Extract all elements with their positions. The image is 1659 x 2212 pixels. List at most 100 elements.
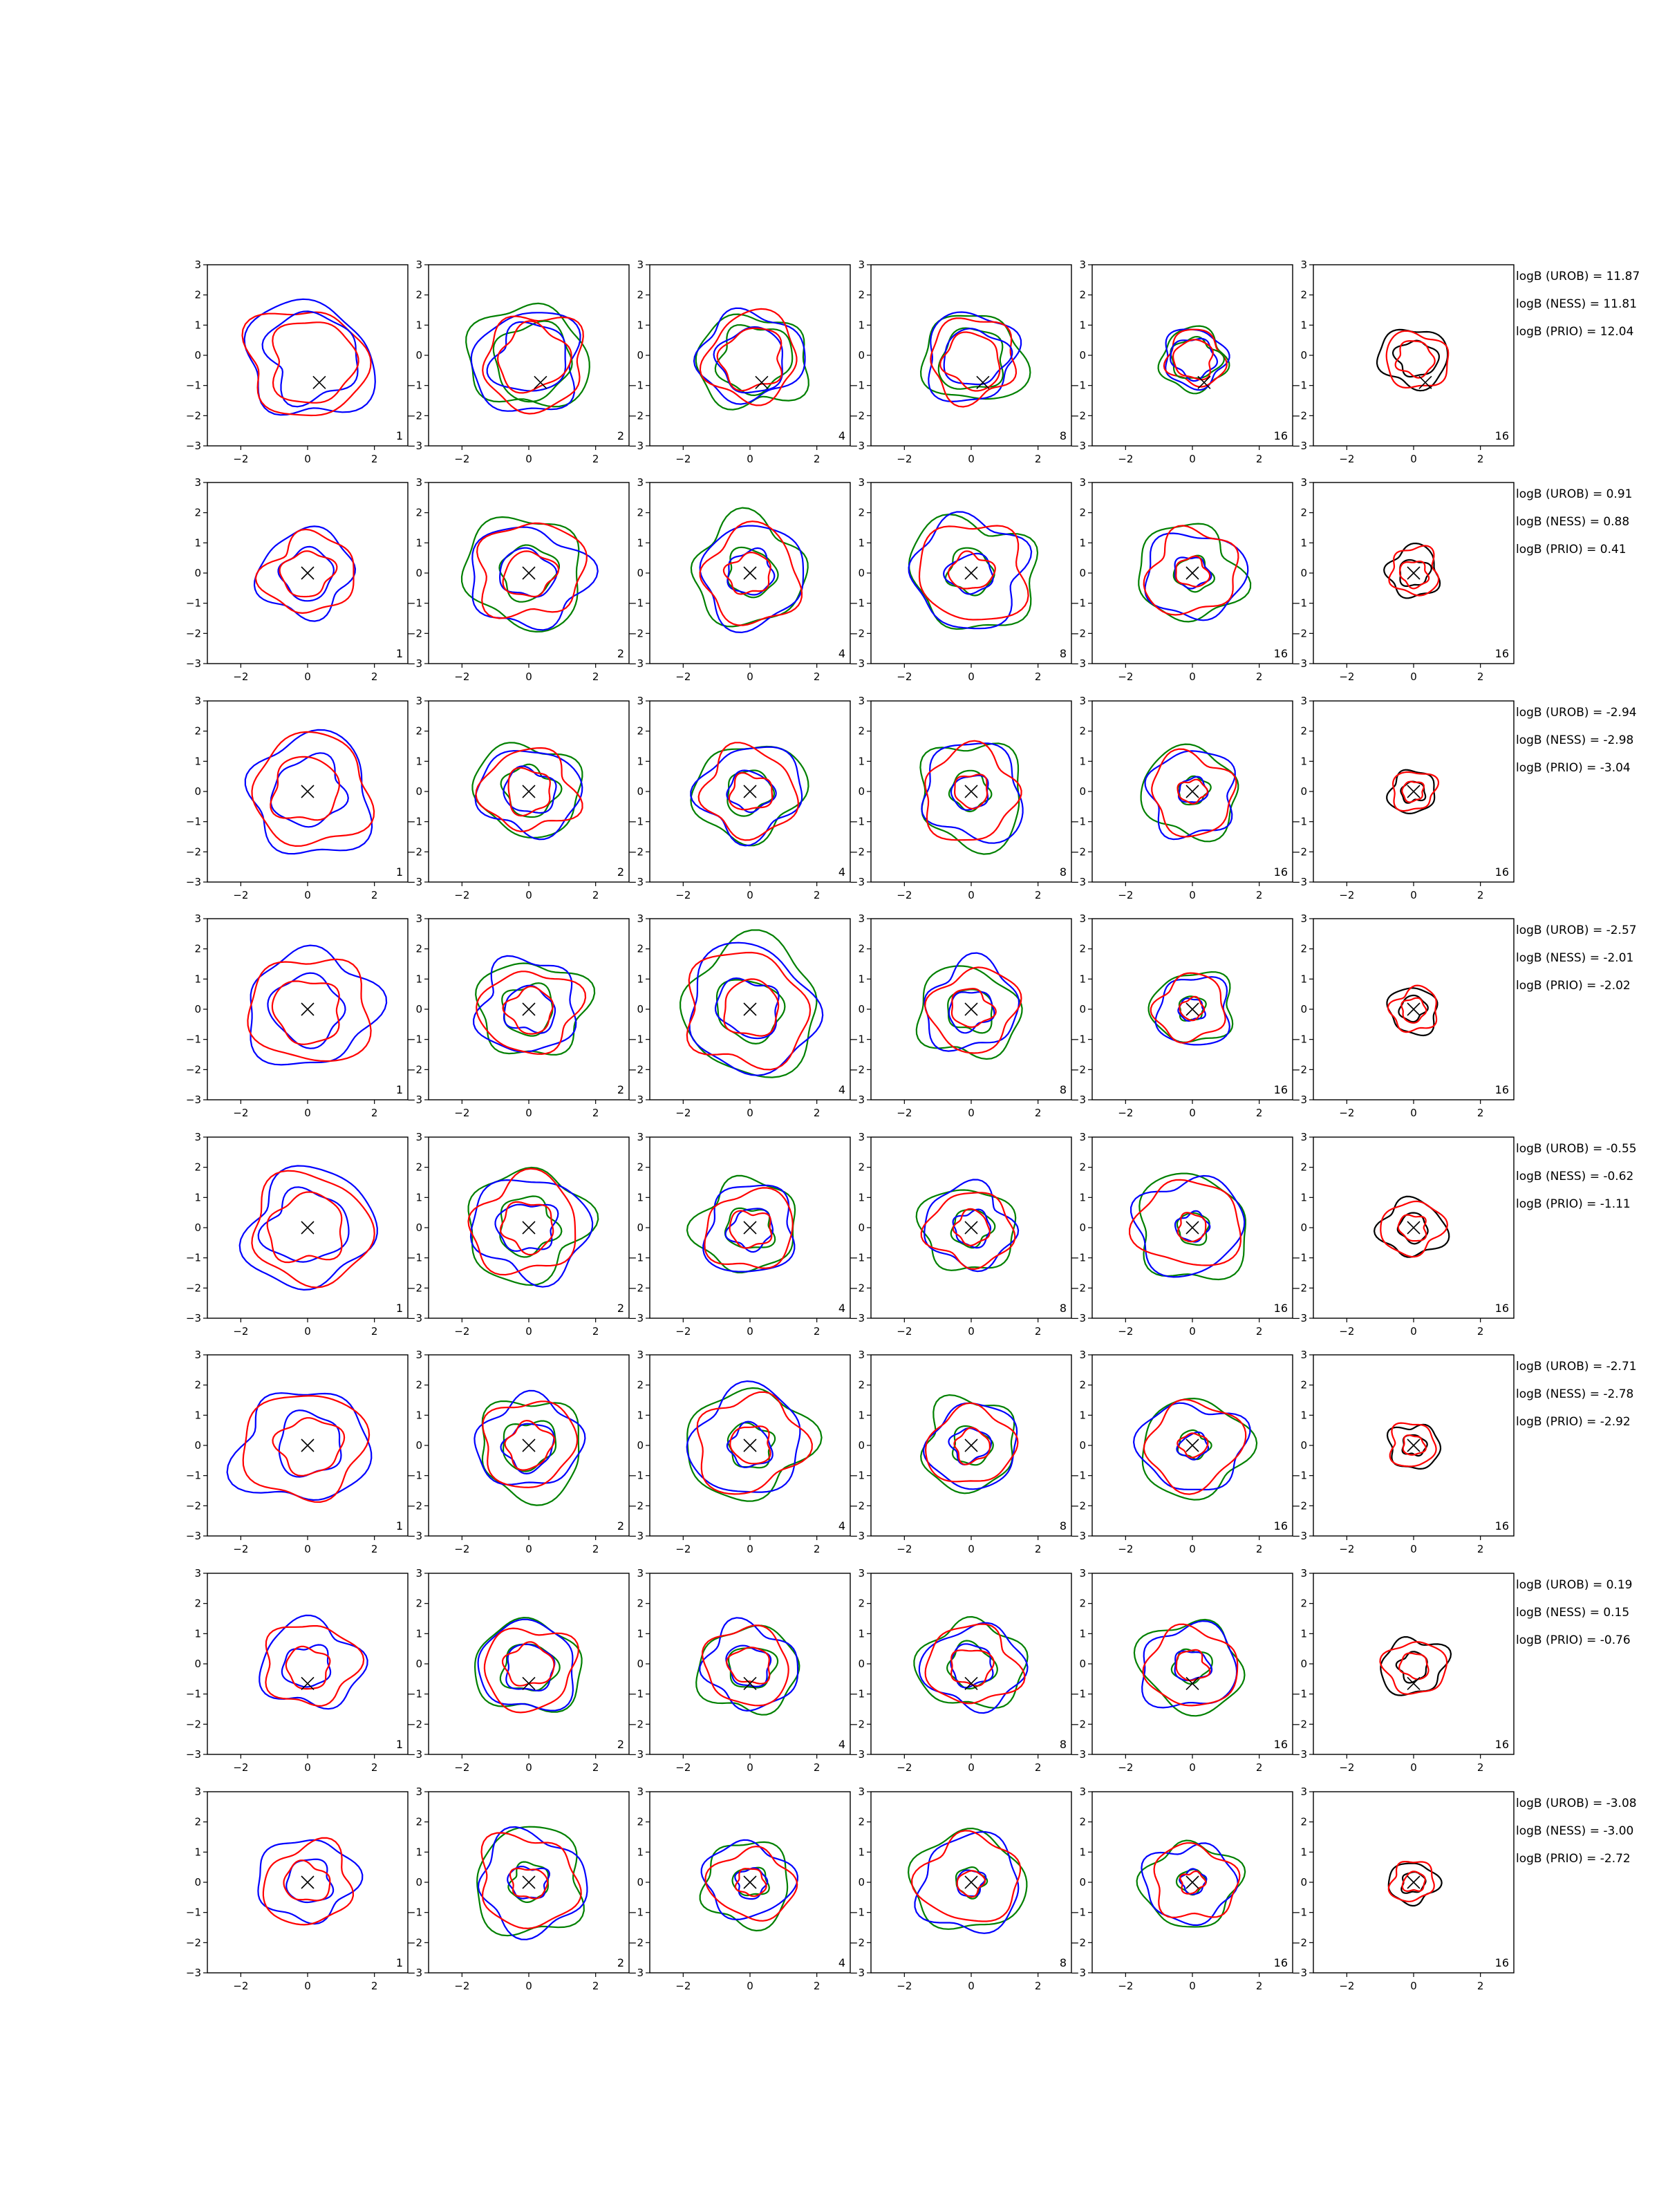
y-tick-label: −2 — [628, 845, 644, 858]
y-tick-label: −2 — [1292, 627, 1307, 639]
logb-annotation: logB (PRIO) = -2.92 — [1516, 1415, 1631, 1429]
panel-count-label: 16 — [1495, 647, 1509, 660]
y-tick-label: −1 — [1292, 1252, 1307, 1264]
panel-r8-c2: −3 −2 −1 0 1 2 3 −2 0 2 2 — [407, 1785, 630, 1992]
panel-count-label: 1 — [396, 1083, 403, 1096]
true-value-marker — [1185, 1875, 1199, 1889]
contour-red — [1179, 1870, 1207, 1895]
true-value-marker — [743, 1676, 757, 1690]
x-tick-label: 2 — [814, 1980, 821, 1992]
true-value-marker — [1185, 1676, 1199, 1690]
panel-r6-c3: −3 −2 −1 0 1 2 3 −2 0 2 4 — [628, 1349, 851, 1555]
y-tick-label: −3 — [407, 1748, 422, 1761]
contour-red — [1153, 1841, 1241, 1919]
x-tick-label: 0 — [747, 889, 753, 901]
y-tick-label: 2 — [194, 507, 201, 519]
panel-count-label: 16 — [1274, 1956, 1288, 1969]
true-value-marker — [743, 1002, 757, 1016]
x-tick-label: −2 — [454, 1543, 469, 1555]
true-value-marker — [1418, 375, 1432, 389]
true-value-marker — [1407, 566, 1421, 580]
y-tick-label: 3 — [1300, 912, 1307, 925]
panel-r1-c3: −3 −2 −1 0 1 2 3 −2 0 2 4 — [628, 259, 851, 465]
panel-r1-c1: −3 −2 −1 0 1 2 3 −2 0 2 1 — [186, 259, 409, 465]
y-tick-label: 2 — [1300, 1816, 1307, 1828]
panel-r4-c1: −3 −2 −1 0 1 2 3 −2 0 2 1 — [186, 912, 409, 1119]
y-tick-label: −1 — [850, 816, 865, 828]
x-tick-label: 0 — [968, 453, 975, 465]
x-tick-label: 2 — [371, 1107, 378, 1119]
y-tick-label: −3 — [1292, 1967, 1307, 1979]
x-tick-label: 2 — [1256, 1107, 1263, 1119]
x-tick-label: 0 — [747, 671, 753, 683]
y-tick-label: 0 — [858, 1658, 865, 1670]
contour-green — [727, 546, 779, 599]
contour-red — [699, 308, 798, 406]
panel-count-label: 2 — [617, 1956, 624, 1969]
panel-count-label: 16 — [1495, 1519, 1509, 1533]
panel-r2-c6: −3 −2 −1 0 1 2 3 −2 0 2 16 — [1292, 476, 1515, 683]
contour-red — [247, 958, 372, 1062]
y-tick-label: −2 — [1292, 1936, 1307, 1949]
contour-red — [1394, 340, 1436, 379]
y-tick-label: 2 — [858, 943, 865, 955]
panel-r4-c3: −3 −2 −1 0 1 2 3 −2 0 2 4 — [628, 912, 851, 1119]
contour-blue — [1170, 337, 1219, 382]
true-value-marker — [301, 1438, 315, 1452]
y-tick-label: 2 — [637, 289, 644, 301]
x-tick-label: 2 — [592, 453, 599, 465]
y-tick-label: −2 — [1292, 1282, 1307, 1294]
y-tick-label: 1 — [1300, 1409, 1307, 1421]
y-tick-label: 0 — [858, 349, 865, 362]
y-tick-label: −2 — [186, 845, 201, 858]
contour-blue — [243, 298, 376, 416]
contour-red — [1400, 997, 1427, 1024]
true-value-marker — [743, 1221, 757, 1235]
y-tick-label: −2 — [1071, 845, 1086, 858]
x-tick-label: 0 — [525, 1761, 532, 1774]
panel-r2-c3: −3 −2 −1 0 1 2 3 −2 0 2 4 — [628, 476, 851, 683]
contour-red — [1150, 972, 1226, 1044]
y-tick-label: 3 — [415, 1567, 422, 1580]
y-tick-label: −2 — [628, 1282, 644, 1294]
y-tick-label: 0 — [415, 1876, 422, 1888]
contour-red — [911, 1830, 1022, 1922]
y-tick-label: −1 — [407, 1470, 422, 1482]
y-tick-label: 2 — [858, 1379, 865, 1391]
contour-black — [1387, 1862, 1443, 1907]
true-value-marker — [301, 785, 315, 798]
contour-green — [1147, 971, 1234, 1043]
y-tick-label: −2 — [628, 627, 644, 639]
true-value-marker — [743, 1875, 757, 1889]
y-tick-label: 1 — [637, 1846, 644, 1858]
x-tick-label: 2 — [592, 889, 599, 901]
y-tick-label: 1 — [1300, 536, 1307, 549]
y-tick-label: 1 — [415, 1191, 422, 1203]
contour-red — [918, 525, 1029, 621]
panel-r3-c2: −3 −2 −1 0 1 2 3 −2 0 2 2 — [407, 695, 630, 901]
y-tick-label: 3 — [194, 259, 201, 271]
y-tick-label: 2 — [1079, 1816, 1086, 1828]
contour-blue — [1176, 1431, 1210, 1461]
y-tick-label: −2 — [407, 1936, 422, 1949]
panel-r5-c2: −3 −2 −1 0 1 2 3 −2 0 2 2 — [407, 1131, 630, 1338]
y-tick-label: −2 — [850, 845, 865, 858]
panel-count-label: 2 — [617, 865, 624, 879]
y-tick-label: 2 — [415, 1597, 422, 1610]
x-tick-label: −2 — [233, 1980, 248, 1992]
contour-green — [1136, 1839, 1246, 1928]
y-tick-label: 0 — [637, 567, 644, 579]
y-tick-label: −3 — [186, 1094, 201, 1106]
contour-blue — [244, 729, 373, 855]
true-value-marker — [976, 375, 990, 389]
y-tick-label: −3 — [1292, 1748, 1307, 1761]
logb-annotation: logB (UROB) = -2.57 — [1516, 924, 1637, 937]
y-tick-label: 1 — [637, 319, 644, 331]
contour-red — [920, 1192, 1016, 1271]
y-tick-label: −1 — [1071, 1033, 1086, 1046]
y-tick-label: −3 — [407, 1530, 422, 1542]
x-tick-label: 2 — [1477, 453, 1484, 465]
contour-black — [1373, 1195, 1450, 1258]
y-tick-label: −3 — [1292, 657, 1307, 670]
true-value-marker — [743, 566, 757, 580]
